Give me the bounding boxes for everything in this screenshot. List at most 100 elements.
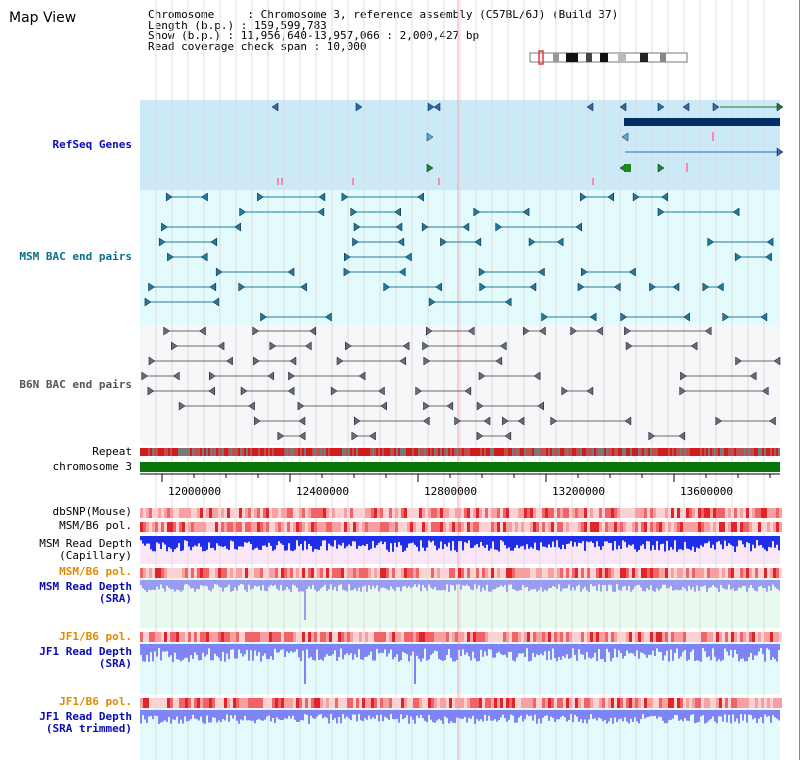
- pol-cell: [740, 698, 743, 708]
- pol-cell: [743, 568, 746, 578]
- pol-cell: [593, 508, 596, 518]
- track-label-refseq[interactable]: RefSeq Genes: [52, 138, 132, 151]
- track-label-dbsnp[interactable]: dbSNP(Mouse): [52, 505, 132, 518]
- depth-bar: [366, 536, 368, 544]
- ideogram-position-marker: [538, 50, 544, 65]
- depth-bar: [596, 644, 598, 662]
- track-label-jf1-depth-sra[interactable]: JF1 Read Depth (SRA): [39, 646, 132, 670]
- depth-bar: [660, 536, 662, 545]
- depth-bar: [736, 580, 738, 591]
- pol-cell: [779, 568, 782, 578]
- depth-bar: [446, 536, 448, 547]
- pol-cell: [278, 508, 281, 518]
- depth-bar: [518, 644, 520, 654]
- depth-bar: [144, 710, 146, 720]
- pol-cell: [692, 698, 695, 708]
- pol-cell: [710, 568, 713, 578]
- depth-bar: [274, 710, 276, 723]
- pol-cell: [431, 632, 434, 642]
- depth-bar: [556, 644, 558, 662]
- depth-bar: [216, 580, 218, 585]
- repeat-segment: [762, 448, 764, 456]
- feature-arrow: [397, 237, 405, 247]
- depth-bar: [776, 710, 778, 719]
- depth-bar: [326, 580, 328, 591]
- depth-bar: [746, 580, 748, 592]
- pol-cell: [299, 508, 302, 518]
- pol-cell: [368, 508, 371, 518]
- pol-cell: [779, 508, 782, 518]
- pol-cell: [581, 568, 584, 578]
- pol-cell: [230, 522, 233, 532]
- pol-cell: [587, 522, 590, 532]
- track-label-chromosome[interactable]: chromosome 3: [52, 460, 132, 473]
- pol-cell: [557, 508, 560, 518]
- depth-bar: [732, 580, 734, 589]
- track-label-msm-bac[interactable]: MSM BAC end pairs: [19, 250, 132, 263]
- pol-cell: [572, 568, 575, 578]
- depth-bar: [142, 710, 144, 716]
- pol-cell: [599, 632, 602, 642]
- depth-bar: [610, 580, 612, 586]
- depth-bar: [470, 580, 472, 590]
- track-label-jf1-b6-pol-1[interactable]: JF1/B6 pol.: [59, 630, 132, 643]
- depth-bar: [532, 710, 534, 721]
- depth-bar: [434, 644, 436, 651]
- depth-bar: [306, 536, 308, 550]
- depth-bar: [644, 710, 646, 719]
- track-label-jf1-b6-pol-2[interactable]: JF1/B6 pol.: [59, 695, 132, 708]
- track-label-repeat[interactable]: Repeat: [92, 445, 132, 458]
- pol-cell: [737, 508, 740, 518]
- pol-cell: [233, 698, 236, 708]
- track-label-b6n-bac[interactable]: B6N BAC end pairs: [19, 378, 132, 391]
- pol-cell: [302, 522, 305, 532]
- track-label-jf1-depth-trimmed[interactable]: JF1 Read Depth (SRA trimmed): [39, 711, 132, 735]
- feature-arrow: [577, 282, 585, 292]
- depth-bar: [752, 536, 754, 545]
- track-label-msm-b6-pol-1[interactable]: MSM/B6 pol.: [59, 519, 132, 532]
- pol-cell: [149, 632, 152, 642]
- repeat-segment: [286, 448, 288, 456]
- depth-bar: [156, 710, 158, 716]
- pol-cell: [632, 632, 635, 642]
- depth-bar: [468, 536, 470, 541]
- pol-cell: [707, 698, 710, 708]
- depth-bar: [144, 580, 146, 591]
- feature-arrow: [178, 401, 186, 411]
- pol-cell: [197, 632, 200, 642]
- depth-bar: [388, 580, 390, 591]
- repeat-segment: [266, 448, 268, 456]
- repeat-segment: [756, 448, 758, 456]
- depth-bar: [496, 536, 498, 550]
- feature-arrow: [625, 341, 633, 351]
- repeat-segment: [774, 448, 776, 456]
- pol-cell: [212, 568, 215, 578]
- pol-cell: [506, 522, 509, 532]
- pol-cell: [206, 632, 209, 642]
- track-label-msm-depth-capillary[interactable]: MSM Read Depth (Capillary): [39, 538, 132, 562]
- depth-bar: [370, 580, 372, 590]
- repeat-segment: [468, 448, 470, 456]
- pol-cell: [737, 632, 740, 642]
- pol-cell: [683, 568, 686, 578]
- repeat-segment: [220, 448, 222, 456]
- depth-bar: [760, 644, 762, 649]
- track-label-msm-depth-sra[interactable]: MSM Read Depth (SRA): [39, 581, 132, 605]
- depth-bar: [298, 536, 300, 547]
- pol-cell: [236, 522, 239, 532]
- pol-cell: [545, 508, 548, 518]
- feature-arrow: [427, 102, 435, 112]
- feature-arrow: [355, 102, 363, 112]
- pol-cell: [305, 522, 308, 532]
- chromosome-ideogram[interactable]: [529, 50, 688, 65]
- pol-cell: [779, 698, 782, 708]
- ideogram-band: [600, 53, 608, 62]
- pol-cell: [749, 568, 752, 578]
- depth-bar: [366, 644, 368, 657]
- pol-cell: [752, 698, 755, 708]
- depth-bar: [578, 536, 580, 543]
- pol-cell: [596, 508, 599, 518]
- depth-bar: [242, 710, 244, 721]
- track-label-msm-b6-pol-2[interactable]: MSM/B6 pol.: [59, 565, 132, 578]
